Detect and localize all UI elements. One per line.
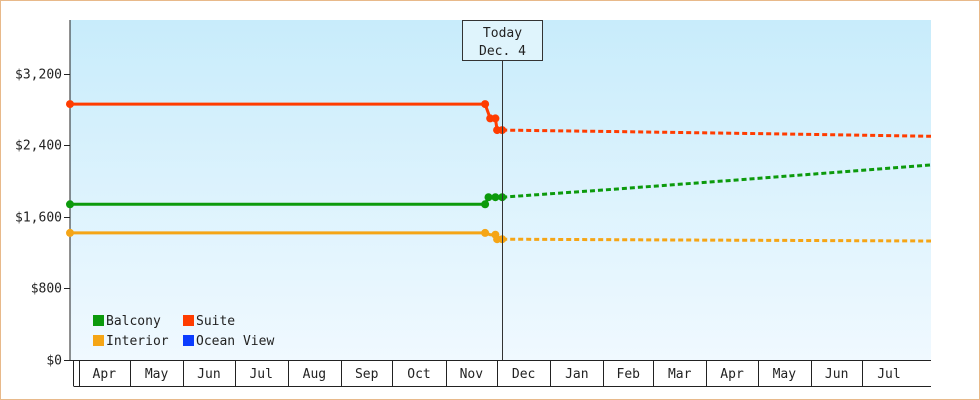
month-label: Aug bbox=[303, 367, 326, 382]
month-label: May bbox=[773, 367, 797, 382]
plot-background bbox=[70, 20, 931, 360]
month-label: Jul bbox=[249, 367, 272, 382]
suite-point bbox=[481, 100, 490, 109]
legend-label-balcony: Balcony bbox=[106, 314, 161, 329]
month-label: Apr bbox=[93, 367, 117, 382]
month-label: Jan bbox=[565, 367, 588, 382]
today-date: Dec. 4 bbox=[479, 44, 526, 59]
balcony-forecast-line bbox=[502, 163, 932, 199]
today-label: Today bbox=[483, 26, 522, 41]
month-label: Oct bbox=[407, 367, 430, 382]
y-tick-label: $1,600 bbox=[15, 211, 62, 226]
suite-point bbox=[66, 100, 74, 109]
interior-point bbox=[66, 228, 74, 237]
month-label: Jun bbox=[825, 367, 848, 382]
y-tick-label: $0 bbox=[46, 354, 62, 369]
legend-swatch-balcony bbox=[93, 315, 104, 326]
month-label: Nov bbox=[460, 367, 484, 382]
legend-label-suite: Suite bbox=[196, 314, 235, 329]
month-label: Jun bbox=[197, 367, 220, 382]
month-label: Sep bbox=[355, 367, 379, 382]
series-layer bbox=[66, 100, 932, 244]
balcony-point bbox=[481, 200, 490, 209]
month-label: Mar bbox=[668, 367, 692, 382]
y-tick-label: $3,200 bbox=[15, 68, 62, 83]
legend-swatch-interior bbox=[93, 335, 104, 346]
month-label: May bbox=[145, 367, 169, 382]
y-axis: $0 $800 $1,600 $2,400 $3,200 bbox=[15, 20, 71, 369]
today-box bbox=[462, 20, 543, 61]
y-tick-label: $2,400 bbox=[15, 139, 62, 154]
month-label: Jul bbox=[877, 367, 900, 382]
legend-label-ocean-view: Ocean View bbox=[196, 334, 274, 349]
month-label: Dec bbox=[512, 367, 535, 382]
month-label: Apr bbox=[720, 367, 744, 382]
legend-swatch-suite bbox=[183, 315, 194, 326]
interior-point bbox=[481, 228, 490, 237]
balcony-point bbox=[491, 193, 500, 202]
suite-forecast-line bbox=[502, 128, 932, 138]
balcony-point bbox=[484, 193, 493, 202]
month-label: Feb bbox=[617, 367, 641, 382]
legend-swatch-ocean-view bbox=[183, 335, 194, 346]
legend-label-interior: Interior bbox=[106, 334, 169, 349]
balcony-point bbox=[66, 200, 74, 209]
x-axis: Apr May Jun Jul Aug Sep Oct Nov Dec Jan Feb Mar Apr M… bbox=[70, 360, 931, 387]
today-marker: Today Dec. 4 bbox=[462, 20, 543, 360]
suite-point bbox=[491, 114, 500, 123]
y-tick-label: $800 bbox=[31, 282, 62, 297]
legend: Balcony Suite Interior Ocean View bbox=[93, 314, 274, 349]
interior-forecast-line bbox=[502, 237, 932, 243]
